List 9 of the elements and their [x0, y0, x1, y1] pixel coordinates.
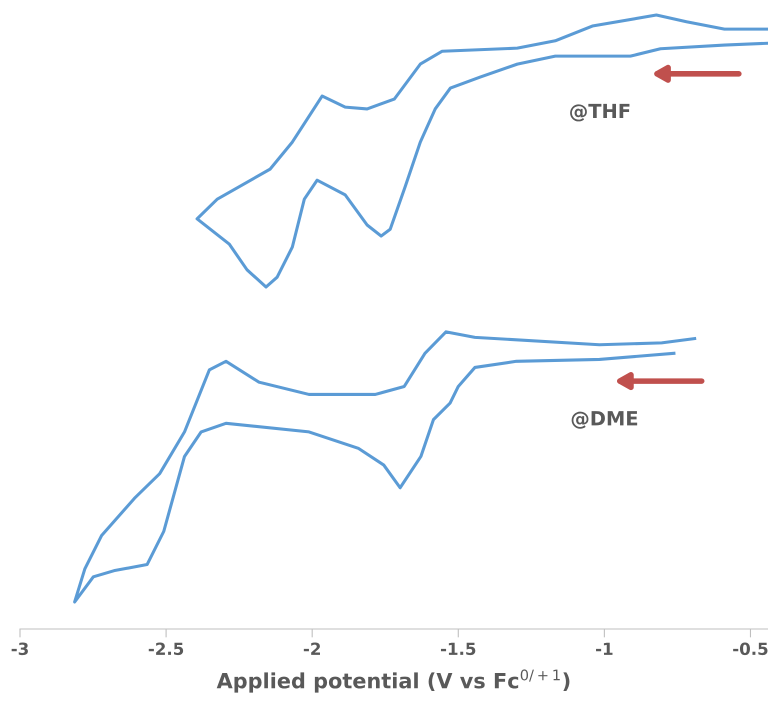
- text: @THF: [570, 104, 630, 122]
- x-tick-label: -3: [12, 642, 28, 656]
- x-tick-label: -1.5: [440, 642, 476, 656]
- x-tick-label: -1: [596, 642, 612, 655]
- x-tick-label: -2.5: [148, 642, 184, 656]
- text: @DME: [572, 411, 638, 429]
- x-tick-label: -0.5: [733, 642, 768, 656]
- x-tick-label: -2: [304, 642, 320, 655]
- x-axis-title: Applied potential (V vs Fc$^{0/+1}$): [216, 669, 570, 693]
